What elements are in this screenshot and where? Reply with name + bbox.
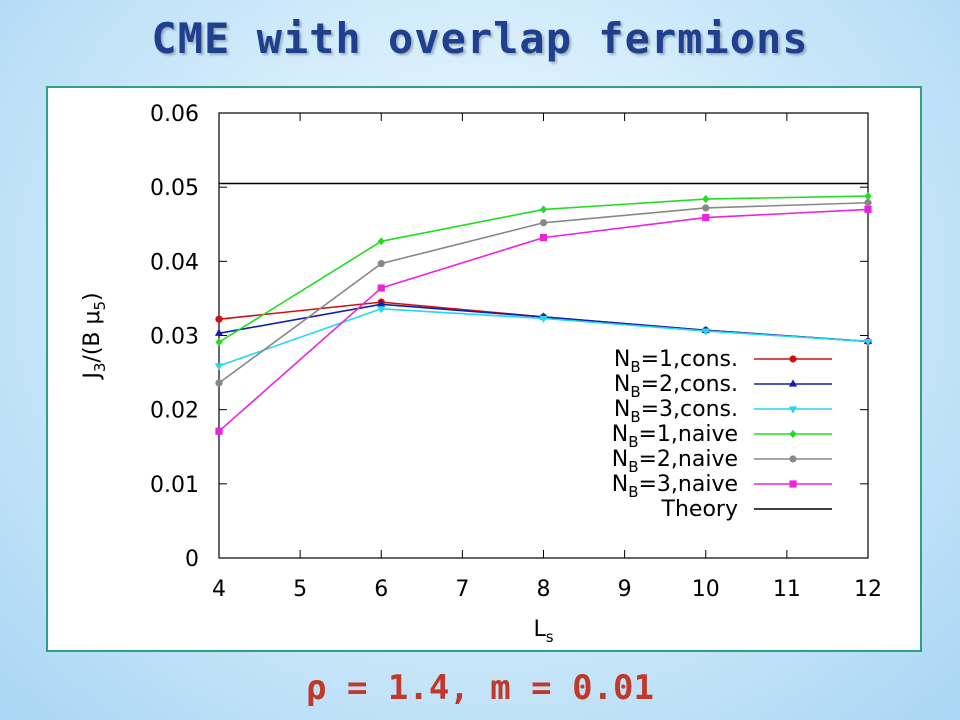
data-point — [215, 427, 223, 435]
data-point — [215, 338, 223, 347]
x-tick-label: 8 — [537, 577, 551, 602]
axis-labels: Ls J3/(B μ5) — [80, 292, 554, 646]
data-point — [214, 328, 224, 336]
data-point — [702, 194, 710, 204]
legend-label: NB=3,cons. — [614, 397, 738, 426]
chart-panel: 4 5 6 7 8 9 10 11 12 0 0.01 0.02 0.03 0.04 0.05 0.06 N… — [46, 86, 922, 652]
legend-label: NB=3,naive — [612, 472, 738, 501]
x-tick-label: 9 — [618, 577, 632, 602]
data-point — [377, 299, 386, 307]
slide-title: CME with overlap fermions — [151, 14, 809, 63]
data-point — [215, 315, 223, 323]
series-line — [218, 201, 869, 384]
legend-label: NB=1,naive — [612, 422, 738, 451]
x-tick-label: 11 — [773, 577, 801, 602]
data-point — [215, 379, 223, 387]
data-point — [788, 406, 798, 414]
data-point — [864, 191, 872, 201]
legend-label: NB=1,cons. — [614, 347, 738, 376]
x-axis-label: Ls — [533, 617, 553, 646]
y-tick-label: 0.04 — [150, 250, 199, 275]
chart-svg: 4 5 6 7 8 9 10 11 12 0 0.01 0.02 0.03 0.04 0.05 0.06 N… — [80, 102, 882, 646]
x-tick-label: 6 — [374, 577, 388, 602]
x-tick-label: 10 — [692, 577, 720, 602]
data-point — [702, 213, 710, 222]
data-point — [377, 306, 386, 314]
data-point — [539, 205, 548, 214]
data-point — [377, 237, 385, 246]
data-point — [701, 328, 710, 336]
series-group — [214, 306, 873, 371]
slide-subtitle: ρ = 1.4, m = 0.01 — [306, 668, 654, 708]
data-point — [539, 234, 548, 242]
data-point — [702, 204, 710, 212]
legend-label: Theory — [661, 497, 738, 522]
y-axis-ticks: 0 0.01 0.02 0.03 0.04 0.05 0.06 — [150, 102, 868, 572]
legend-label: NB=2,naive — [612, 447, 738, 476]
legend-label: NB=2,cons. — [614, 372, 738, 401]
y-axis-label: J3/(B μ5) — [80, 292, 109, 380]
series-group — [215, 205, 872, 435]
data-point — [788, 379, 798, 387]
data-point — [789, 355, 797, 363]
y-tick-label: 0.06 — [150, 102, 199, 127]
data-point — [863, 338, 873, 347]
data-point — [864, 205, 872, 214]
series-group — [215, 199, 872, 387]
x-tick-label: 12 — [854, 577, 882, 602]
y-tick-label: 0.02 — [150, 399, 199, 424]
x-axis-ticks: 4 5 6 7 8 9 10 11 12 — [212, 113, 882, 602]
y-tick-label: 0.05 — [150, 176, 199, 201]
x-tick-label: 5 — [293, 577, 307, 602]
data-point — [539, 315, 548, 324]
y-tick-label: 0 — [185, 547, 199, 572]
y-tick-label: 0.01 — [150, 473, 199, 498]
y-tick-label: 0.03 — [150, 325, 199, 350]
series-layer — [214, 191, 873, 435]
data-point — [789, 480, 797, 488]
data-point — [789, 429, 797, 439]
data-point — [214, 363, 224, 371]
data-point — [864, 199, 872, 207]
x-tick-label: 4 — [212, 577, 226, 602]
data-point — [377, 259, 385, 268]
data-point — [377, 284, 385, 292]
chart-legend: NB=1,cons.NB=2,cons.NB=3,cons.NB=1,naive… — [612, 347, 832, 522]
data-point — [789, 455, 797, 463]
x-tick-label: 7 — [455, 577, 469, 602]
data-point — [539, 219, 548, 227]
series-group — [215, 191, 872, 347]
